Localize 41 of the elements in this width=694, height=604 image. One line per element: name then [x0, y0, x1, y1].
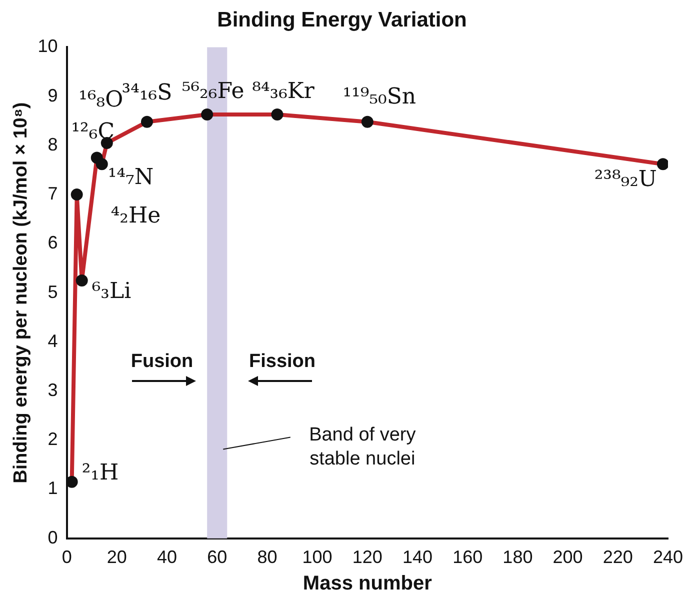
annotation: ¹²₆C	[71, 119, 115, 144]
x-tick-label: 220	[602, 547, 633, 568]
annotation: ¹⁶₈O	[78, 88, 124, 113]
x-tick-label: 0	[62, 547, 72, 568]
chart-title: Binding Energy Variation	[217, 8, 467, 32]
x-tick-label: 160	[452, 547, 483, 568]
annotation: ³⁴₁₆S	[122, 80, 172, 106]
y-tick-label: 1	[48, 478, 58, 498]
annotation: ⁶₃Li	[92, 279, 132, 304]
x-tick-label: 180	[502, 547, 533, 568]
annotation: Fusion	[130, 350, 194, 372]
x-tick-label: 80	[257, 547, 278, 568]
y-tick-label: 4	[48, 330, 58, 351]
y-tick-label: 6	[48, 232, 58, 253]
annotation: Fission	[248, 350, 316, 372]
annotation: ²³⁸₉₂U	[594, 166, 657, 192]
x-tick-label: 200	[552, 547, 583, 568]
y-tick-label: 3	[48, 380, 58, 400]
x-tick-label: 100	[302, 547, 332, 568]
annotation: ⁵⁶₂₆Fe	[182, 79, 244, 104]
annotation: ²₁H	[82, 460, 119, 486]
x-axis-title: Mass number	[302, 572, 432, 595]
annotation: ¹¹⁹₅₀Sn	[342, 84, 416, 110]
y-tick-label: 0	[48, 527, 58, 548]
band-label: Band of very stable nuclei	[309, 424, 416, 470]
y-tick-label: 10	[38, 36, 58, 56]
y-tick-label: 7	[48, 184, 58, 204]
y-tick-label: 2	[48, 429, 58, 450]
y-tick-label: 5	[48, 282, 58, 302]
x-tick-label: 60	[207, 547, 228, 568]
y-tick-label: 9	[48, 85, 58, 106]
x-tick-label: 20	[106, 547, 127, 568]
annotation: ⁸⁴₃₆Kr	[252, 79, 315, 104]
x-tick-label: 40	[157, 547, 178, 568]
annotation: ¹⁴₇N	[108, 164, 154, 190]
x-tick-label: 140	[402, 547, 433, 568]
y-axis-title: Binding energy per nucleon (kJ/mol × 10⁸)	[10, 102, 32, 484]
annotation: ⁴₂He	[110, 203, 161, 228]
x-tick-label: 120	[352, 547, 382, 568]
x-tick-label: 240	[652, 547, 684, 568]
y-tick-label: 8	[48, 134, 58, 154]
